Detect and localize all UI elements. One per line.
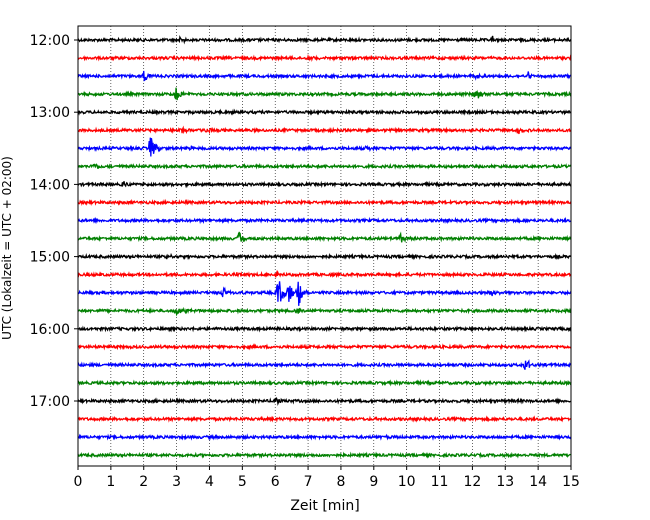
x-tick-label: 12 bbox=[463, 474, 481, 490]
trace-row bbox=[77, 216, 572, 225]
y-tick-label: 14:00 bbox=[30, 177, 70, 193]
trace-row bbox=[77, 137, 572, 157]
plot-frame bbox=[77, 25, 572, 467]
grid-lines bbox=[110, 26, 539, 466]
x-tick-label: 15 bbox=[562, 474, 580, 490]
x-axis-ticks: 0 1 2 3 4 5 6 7 8 9 10 11 12 13 14 15 bbox=[74, 466, 580, 490]
y-tick-label: 15:00 bbox=[30, 250, 70, 266]
trace-row bbox=[77, 281, 572, 306]
trace-row bbox=[77, 397, 572, 406]
trace-row bbox=[77, 415, 572, 423]
x-tick-label: 2 bbox=[139, 474, 148, 490]
y-axis-ticks: 12:00 13:00 14:00 15:00 16:00 17:00 bbox=[30, 33, 78, 410]
trace-row bbox=[77, 162, 572, 171]
trace-row bbox=[77, 306, 572, 317]
y-tick-label: 13:00 bbox=[30, 105, 70, 121]
trace-row bbox=[77, 53, 572, 62]
trace-row bbox=[77, 125, 572, 135]
y-tick-label: 17:00 bbox=[30, 394, 70, 410]
x-tick-label: 4 bbox=[205, 474, 214, 490]
trace-row bbox=[77, 325, 572, 333]
trace-row bbox=[77, 252, 572, 261]
x-tick-label: 14 bbox=[529, 474, 547, 490]
trace-row bbox=[77, 343, 572, 351]
trace-row bbox=[77, 269, 572, 279]
trace-row bbox=[77, 231, 572, 243]
x-tick-label: 10 bbox=[398, 474, 416, 490]
trace-row bbox=[77, 180, 572, 189]
trace-row bbox=[77, 359, 572, 370]
x-tick-label: 5 bbox=[238, 474, 247, 490]
trace-row bbox=[77, 433, 572, 441]
trace-row bbox=[77, 451, 572, 459]
trace-row bbox=[77, 87, 572, 101]
x-tick-label: 13 bbox=[496, 474, 514, 490]
trace-row bbox=[77, 198, 572, 207]
seismic-traces bbox=[77, 35, 572, 459]
x-tick-label: 7 bbox=[304, 474, 313, 490]
x-tick-label: 8 bbox=[336, 474, 345, 490]
x-tick-label: 0 bbox=[74, 474, 83, 490]
trace-row bbox=[77, 379, 572, 387]
x-tick-label: 1 bbox=[106, 474, 115, 490]
x-tick-label: 9 bbox=[369, 474, 378, 490]
trace-row bbox=[77, 35, 572, 45]
x-tick-label: 3 bbox=[172, 474, 181, 490]
y-tick-label: 16:00 bbox=[30, 322, 70, 338]
y-axis-label: UTC (Lokalzeit = UTC + 02:00) bbox=[0, 156, 14, 340]
x-axis-label: Zeit [min] bbox=[290, 498, 359, 514]
x-tick-label: 11 bbox=[431, 474, 449, 490]
x-tick-label: 6 bbox=[271, 474, 280, 490]
y-tick-label: 12:00 bbox=[30, 33, 70, 49]
trace-row bbox=[77, 108, 572, 116]
trace-row bbox=[77, 70, 572, 82]
